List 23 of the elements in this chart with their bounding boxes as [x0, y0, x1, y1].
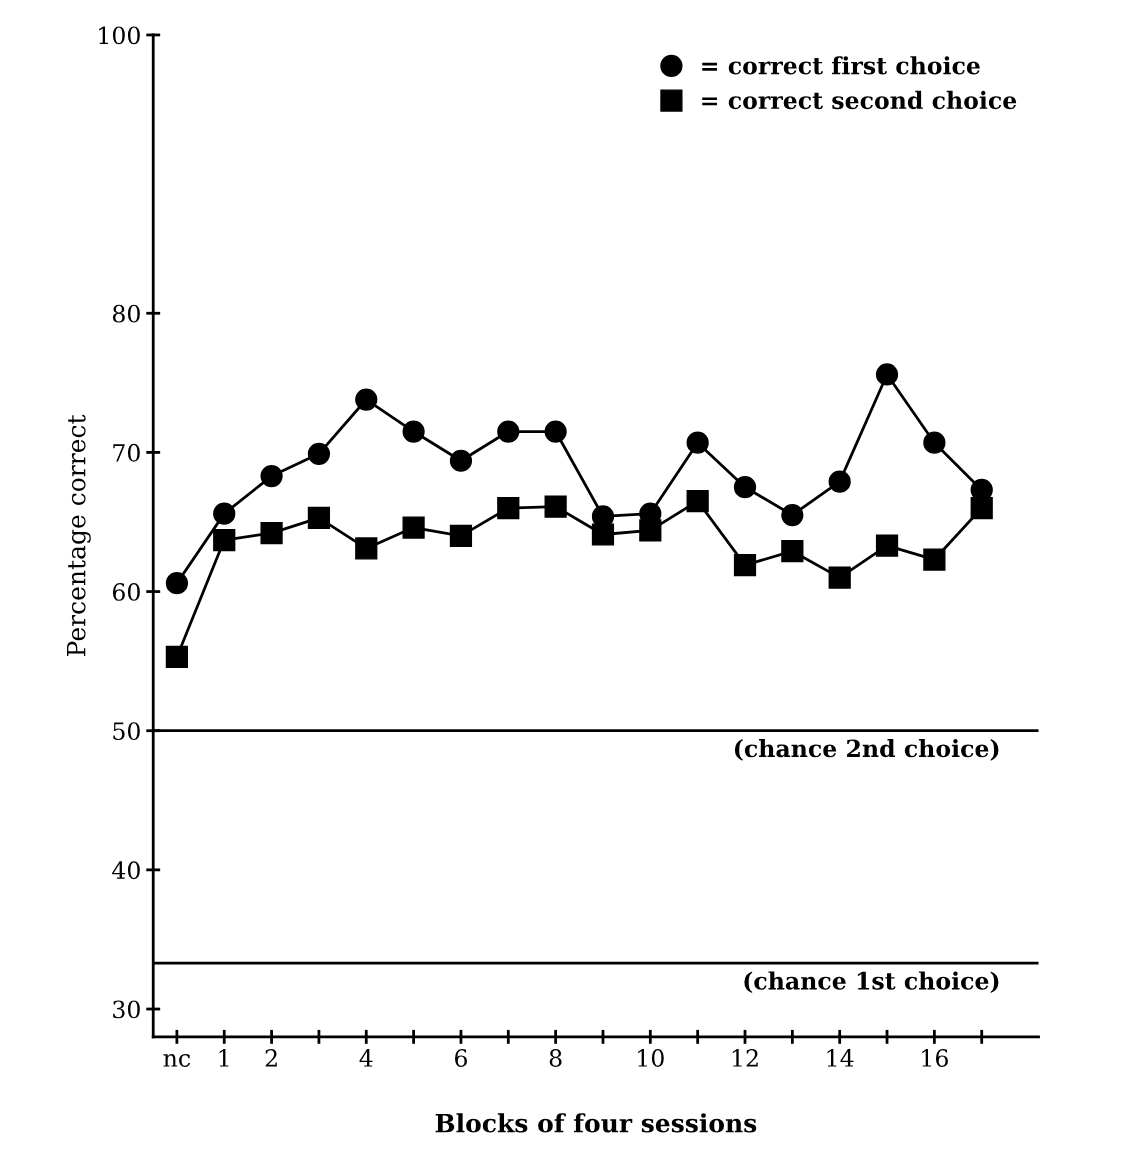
y-tick-label: 30	[113, 1000, 140, 1019]
y-tick-label: 70	[113, 443, 140, 462]
x-tick-label: 6	[455, 1049, 467, 1067]
y-axis-title: Percentage correct	[67, 414, 91, 656]
y-tick-label: 100	[99, 26, 140, 45]
x-tick-label: nc	[163, 1054, 191, 1067]
x-tick-label: 10	[638, 1049, 664, 1067]
x-tick-label: 1	[219, 1049, 229, 1067]
ref-line-label: (chance 1st choice)	[744, 971, 999, 994]
x-tick-label: 4	[359, 1049, 373, 1067]
y-tick-label: 50	[113, 722, 140, 741]
x-tick-label: 2	[265, 1049, 277, 1067]
x-tick-label: 8	[549, 1049, 562, 1067]
y-tick-label: 80	[112, 304, 140, 323]
legend-label: = correct second choice	[702, 90, 1017, 110]
x-axis-title: Blocks of four sessions	[435, 1113, 757, 1133]
x-tick-label: 16	[922, 1049, 948, 1067]
ref-line-label: (chance 2nd choice)	[734, 739, 999, 761]
legend-label: = correct first choice	[702, 56, 980, 75]
x-tick-label: 14	[827, 1049, 854, 1067]
y-tick-label: 40	[112, 861, 140, 880]
x-tick-label: 12	[732, 1049, 758, 1067]
y-tick-label: 60	[112, 583, 140, 601]
